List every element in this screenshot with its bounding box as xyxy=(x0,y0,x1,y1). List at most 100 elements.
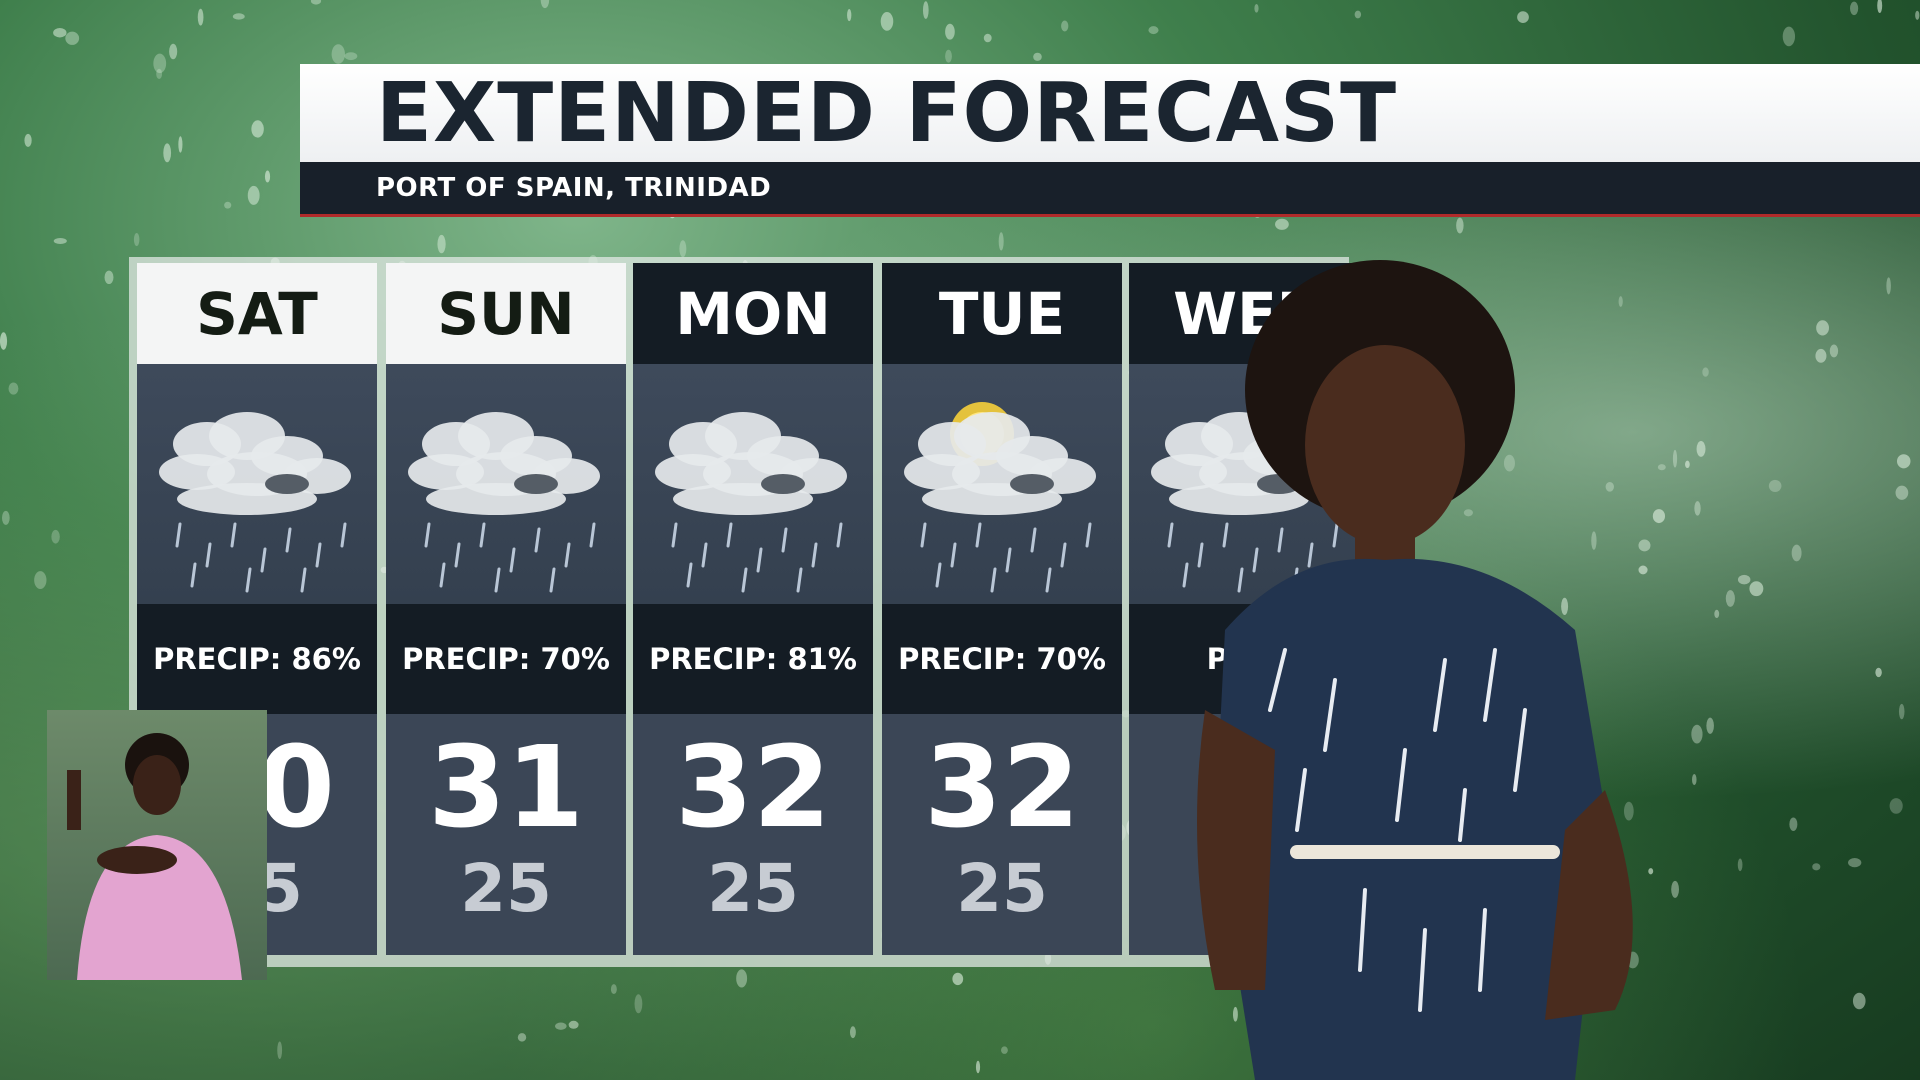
sign-language-interpreter-inset xyxy=(47,710,267,980)
presenter-figure xyxy=(1197,260,1633,1080)
raindrop xyxy=(277,1041,283,1060)
raindrop xyxy=(1877,0,1883,14)
raindrop xyxy=(1623,801,1634,821)
precip-chance: PRECIP: 70% xyxy=(386,604,626,714)
raindrop xyxy=(310,0,322,5)
raindrop xyxy=(1517,11,1529,24)
raindrop xyxy=(1850,1,1859,16)
raindrop xyxy=(1714,609,1720,619)
raindrop xyxy=(1657,464,1666,471)
high-temp: 32 xyxy=(675,723,831,853)
raindrop xyxy=(1456,217,1464,234)
raindrop xyxy=(1896,454,1911,469)
raindrop xyxy=(1638,539,1651,552)
low-temp: 25 xyxy=(707,850,799,927)
raindrop xyxy=(849,1026,856,1039)
raindrop xyxy=(163,143,172,163)
cloud-icon xyxy=(159,412,351,515)
raindrop xyxy=(1852,992,1866,1010)
rain-icon xyxy=(424,522,596,593)
location-label: PORT OF SPAIN, TRINIDAD xyxy=(376,173,772,203)
precip-chance: PRECIP: 86% xyxy=(137,604,377,714)
raindrop xyxy=(736,969,748,988)
raindrop xyxy=(1275,218,1289,230)
raindrop xyxy=(1782,26,1796,47)
raindrop xyxy=(1812,863,1821,871)
forecast-day-mon: MON PRECIP: 81% 32 25 xyxy=(633,263,873,955)
raindrop xyxy=(153,53,167,74)
cloud-icon xyxy=(904,412,1096,515)
precip-chance: PRECIP: 81% xyxy=(633,604,873,714)
raindrop xyxy=(1692,774,1697,786)
sun-cloud-rain-icon xyxy=(882,364,1122,604)
raindrop xyxy=(1829,344,1839,358)
raindrop xyxy=(1672,449,1678,468)
raindrop xyxy=(1254,4,1259,13)
raindrop xyxy=(945,23,955,40)
raindrop xyxy=(1889,798,1903,814)
raindrop xyxy=(679,240,687,258)
raindrop xyxy=(847,9,852,22)
raindrop xyxy=(1148,26,1159,35)
raindrop xyxy=(568,1020,579,1029)
forecast-header: EXTENDED FORECAST PORT OF SPAIN, TRINIDA… xyxy=(300,64,1920,217)
raindrop xyxy=(247,185,260,205)
raindrop xyxy=(1696,441,1706,457)
raindrop xyxy=(51,529,60,544)
rain-icon xyxy=(1167,522,1339,593)
high-temp: 32 xyxy=(924,723,1080,853)
day-label: SUN xyxy=(386,263,626,364)
raindrop xyxy=(1749,581,1764,597)
raindrop xyxy=(53,238,67,245)
cloud-icon xyxy=(655,412,847,515)
raindrop xyxy=(540,0,550,9)
raindrop xyxy=(1725,590,1735,607)
raindrop xyxy=(922,1,929,19)
forecast-board: SAT PRECIP: 86% 30 25SUN PRECIP: 70% 31 … xyxy=(129,257,1369,967)
raindrop xyxy=(1875,667,1882,678)
raindrop xyxy=(1561,597,1569,616)
raindrop xyxy=(1791,544,1802,562)
raindrop xyxy=(634,994,643,1014)
raindrop xyxy=(975,1060,981,1074)
raindrop xyxy=(133,232,140,247)
raindrop xyxy=(998,232,1004,251)
raindrop xyxy=(1898,703,1905,720)
raindrop xyxy=(197,8,204,26)
precip-chance: PRECIP: 70% xyxy=(882,604,1122,714)
raindrop xyxy=(1915,10,1920,20)
day-label: TUE xyxy=(882,263,1122,364)
raindrop xyxy=(331,44,346,64)
raindrop xyxy=(1463,509,1473,517)
raindrop xyxy=(1033,52,1042,61)
raindrop xyxy=(1001,1046,1008,1054)
raindrop xyxy=(983,33,992,43)
raindrop xyxy=(65,31,80,45)
raindrop xyxy=(104,270,114,285)
forecast-day-tue: TUE PRECIP: 70% 32 25 xyxy=(882,263,1122,955)
raindrop xyxy=(555,1022,567,1030)
raindrop xyxy=(1816,320,1829,336)
raindrop xyxy=(952,972,964,986)
raindrop xyxy=(1503,454,1515,472)
raindrop xyxy=(1694,501,1701,516)
raindrop xyxy=(34,571,47,589)
raindrop xyxy=(1652,509,1666,524)
raindrop xyxy=(1768,479,1782,492)
low-temp: 25 xyxy=(956,850,1048,927)
raindrop xyxy=(1685,460,1690,469)
page-title: EXTENDED FORECAST xyxy=(376,65,1398,161)
raindrop xyxy=(1232,1006,1238,1022)
forecast-day-sun: SUN PRECIP: 70% 31 25 xyxy=(386,263,626,955)
cloud-rain-icon xyxy=(137,364,377,604)
raindrop xyxy=(610,984,617,995)
raindrop xyxy=(517,1033,527,1042)
raindrop xyxy=(1591,531,1597,550)
raindrop xyxy=(437,234,446,254)
raindrop xyxy=(1789,817,1798,831)
raindrop xyxy=(1815,348,1827,363)
raindrop xyxy=(232,13,245,20)
raindrop xyxy=(8,382,19,395)
raindrop xyxy=(880,11,894,31)
raindrop xyxy=(1886,277,1891,295)
